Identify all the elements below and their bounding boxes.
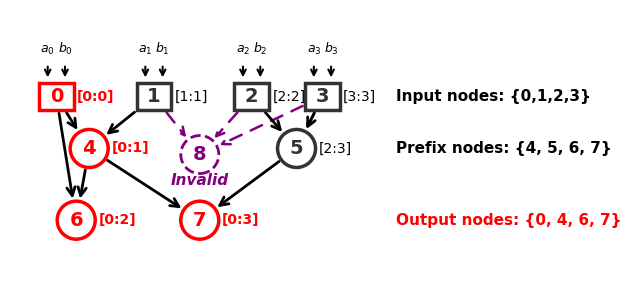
Text: 1: 1 (147, 87, 161, 106)
Text: $a_1$: $a_1$ (138, 44, 152, 57)
Text: Invalid: Invalid (171, 173, 229, 188)
Text: 2: 2 (245, 87, 259, 106)
Text: Prefix nodes: {4, 5, 6, 7}: Prefix nodes: {4, 5, 6, 7} (396, 141, 612, 156)
Text: [0:0]: [0:0] (77, 90, 115, 104)
Text: [2:3]: [2:3] (319, 142, 352, 155)
Text: 6: 6 (69, 211, 83, 230)
Bar (39, 83, 74, 111)
Circle shape (278, 129, 316, 168)
Text: 8: 8 (193, 145, 207, 164)
Text: Input nodes: {0,1,2,3}: Input nodes: {0,1,2,3} (396, 89, 591, 104)
Text: [0:3]: [0:3] (222, 213, 260, 227)
Bar (305, 83, 340, 111)
Text: $a_3$: $a_3$ (307, 44, 321, 57)
Text: $b_0$: $b_0$ (58, 41, 72, 57)
Bar (234, 83, 269, 111)
Text: [1:1]: [1:1] (175, 90, 208, 104)
Text: 7: 7 (193, 211, 207, 230)
Circle shape (180, 135, 219, 174)
Text: [0:1]: [0:1] (111, 142, 149, 155)
Text: $a_2$: $a_2$ (236, 44, 250, 57)
Text: [3:3]: [3:3] (343, 90, 376, 104)
Text: Output nodes: {0, 4, 6, 7}: Output nodes: {0, 4, 6, 7} (396, 213, 621, 228)
Text: 0: 0 (50, 87, 63, 106)
Text: [2:2]: [2:2] (273, 90, 305, 104)
Text: 4: 4 (83, 139, 96, 158)
Circle shape (180, 201, 219, 239)
Circle shape (70, 129, 108, 168)
Text: 3: 3 (316, 87, 329, 106)
Text: $b_1$: $b_1$ (156, 41, 170, 57)
Text: $b_2$: $b_2$ (253, 41, 268, 57)
Text: 5: 5 (290, 139, 303, 158)
Text: [0:2]: [0:2] (99, 213, 136, 227)
Circle shape (57, 201, 95, 239)
Text: $a_0$: $a_0$ (40, 44, 55, 57)
Text: $b_3$: $b_3$ (324, 41, 339, 57)
Bar (137, 83, 172, 111)
